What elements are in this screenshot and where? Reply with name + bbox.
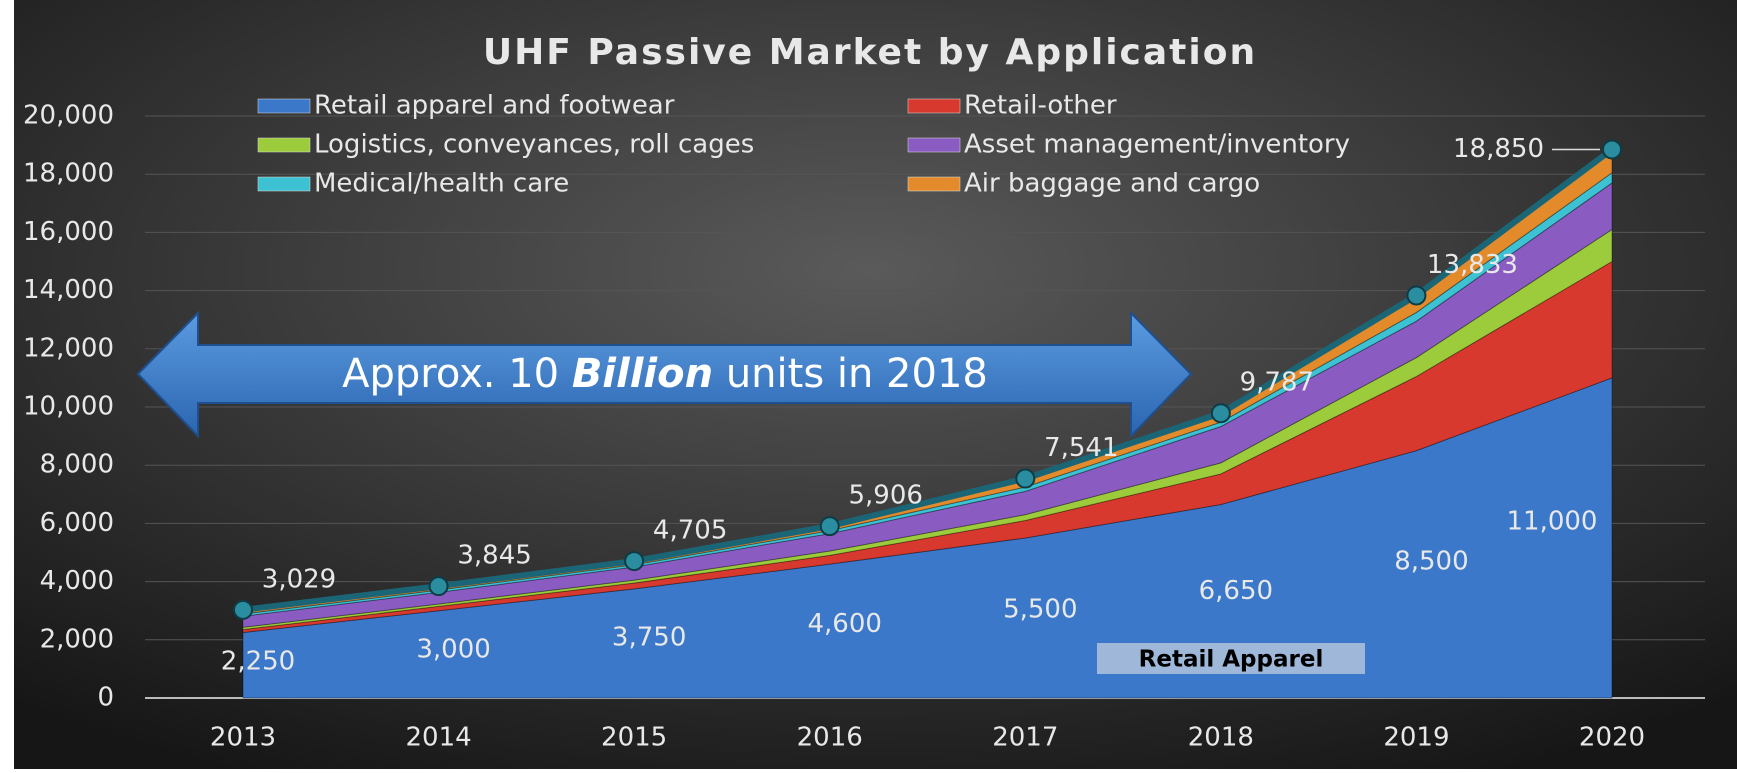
- legend-swatch: [907, 137, 961, 153]
- total-marker: [1015, 468, 1036, 489]
- legend-swatch: [907, 176, 961, 192]
- x-tick-label: 2016: [797, 723, 863, 753]
- total-marker: [428, 576, 449, 597]
- arrow-text-part: units in 2018: [713, 351, 988, 397]
- legend-label: Retail-other: [964, 91, 1117, 121]
- total-line: [242, 147, 1614, 613]
- legend-swatch: [907, 98, 961, 114]
- arrow: [136, 310, 1193, 439]
- y-tick-label: 12,000: [23, 333, 114, 363]
- legend-label: Medical/health care: [314, 169, 569, 199]
- total-label: 5,906: [848, 481, 922, 511]
- data-label: 5,500: [1003, 594, 1077, 624]
- y-tick-label: 0: [97, 683, 114, 713]
- data-label: 3,750: [612, 622, 686, 652]
- legend-swatch: [257, 176, 311, 192]
- legend-label: Asset management/inventory: [964, 130, 1350, 160]
- total-label: 4,705: [653, 516, 727, 546]
- box-label: Retail Apparel: [1139, 647, 1324, 673]
- legend-swatch: [257, 137, 311, 153]
- y-tick-label: 14,000: [23, 275, 114, 305]
- chart-title: UHF Passive Market by Application: [483, 32, 1257, 73]
- total-label: 18,850: [1453, 134, 1544, 164]
- total-marker: [1210, 403, 1231, 424]
- y-tick-label: 2,000: [40, 624, 114, 654]
- y-tick-label: 8,000: [40, 450, 114, 480]
- label-box: [1097, 643, 1365, 674]
- x-tick-label: 2013: [210, 723, 276, 753]
- x-tick-label: 2018: [1188, 723, 1254, 753]
- arrow-text: Approx. 10 Billion units in 2018: [342, 351, 988, 397]
- x-tick-label: 2014: [405, 723, 471, 753]
- data-label: 3,000: [416, 634, 490, 664]
- data-label: 11,000: [1507, 506, 1598, 536]
- total-marker: [819, 516, 840, 537]
- legend-label: Retail apparel and footwear: [314, 91, 675, 121]
- data-label: 8,500: [1394, 546, 1468, 576]
- legend-swatch: [257, 98, 311, 114]
- y-tick-label: 4,000: [40, 566, 114, 596]
- total-marker: [233, 599, 253, 620]
- total-label: 9,787: [1240, 368, 1314, 398]
- data-label: 6,650: [1199, 576, 1273, 606]
- total-label: 3,029: [262, 564, 336, 594]
- total-label: 7,541: [1044, 433, 1118, 463]
- data-label: 2,250: [221, 646, 295, 676]
- y-tick-label: 18,000: [23, 159, 114, 189]
- y-tick-label: 20,000: [23, 101, 114, 131]
- total-marker: [1406, 285, 1427, 306]
- total-label: 13,833: [1427, 250, 1518, 280]
- y-tick-label: 16,000: [23, 217, 114, 247]
- y-tick-label: 6,000: [40, 508, 114, 538]
- arrow-text-part: Billion: [572, 351, 713, 397]
- x-tick-label: 2015: [601, 723, 667, 753]
- x-tick-label: 2020: [1579, 723, 1645, 753]
- data-label: 4,600: [807, 609, 881, 639]
- arrow-text-part: Approx. 10: [342, 351, 572, 397]
- x-tick-label: 2019: [1383, 723, 1449, 753]
- total-marker: [1602, 139, 1622, 160]
- legend-label: Air baggage and cargo: [964, 169, 1260, 199]
- total-marker: [624, 551, 645, 572]
- legend-label: Logistics, conveyances, roll cages: [314, 130, 754, 160]
- y-tick-label: 10,000: [23, 392, 114, 422]
- x-tick-label: 2017: [992, 723, 1058, 753]
- total-label: 3,845: [457, 541, 531, 571]
- left-edge: [0, 0, 14, 769]
